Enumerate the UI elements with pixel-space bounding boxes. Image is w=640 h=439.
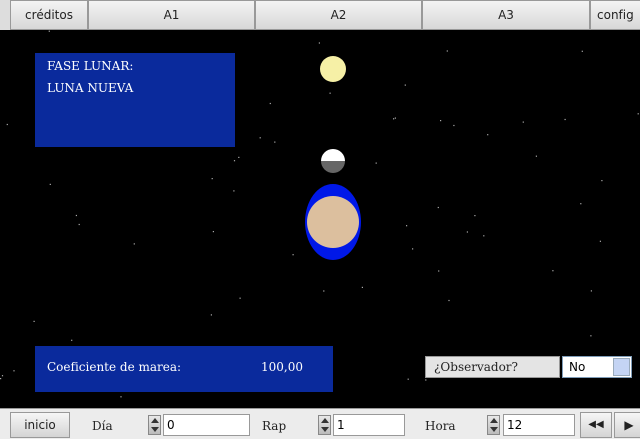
tab-edge: [0, 0, 10, 30]
moon-dark: [321, 161, 345, 173]
phase-panel: FASE LUNAR: LUNA NUEVA: [35, 53, 235, 147]
star: [591, 290, 592, 291]
spinner[interactable]: [487, 415, 500, 435]
star: [376, 163, 377, 164]
star: [49, 31, 50, 32]
tab[interactable]: A3: [422, 0, 590, 30]
tide-value: 100,00: [261, 360, 303, 374]
star: [260, 137, 261, 138]
phase-value: LUNA NUEVA: [47, 81, 133, 95]
star: [425, 379, 426, 380]
star: [405, 85, 406, 86]
star: [483, 235, 484, 236]
star: [274, 142, 275, 143]
observer-value: No: [569, 360, 585, 374]
star: [120, 396, 121, 397]
star: [13, 370, 14, 371]
tab[interactable]: créditos: [10, 0, 88, 30]
star: [590, 335, 591, 336]
star: [362, 287, 363, 288]
star: [7, 124, 8, 125]
star: [134, 243, 135, 244]
play-button[interactable]: ▶: [614, 412, 640, 438]
field-label: Día: [92, 419, 113, 433]
earth: [307, 196, 359, 248]
star: [238, 157, 239, 158]
star: [319, 42, 320, 43]
star: [212, 178, 213, 179]
star: [447, 50, 448, 51]
star: [395, 118, 396, 119]
star: [240, 298, 241, 299]
dropdown-arrow[interactable]: [613, 358, 630, 376]
star: [408, 379, 409, 380]
star: [565, 119, 566, 120]
moon-lit: [321, 149, 345, 161]
star: [0, 378, 1, 379]
phase-label: FASE LUNAR:: [47, 59, 133, 73]
star: [79, 224, 80, 225]
star: [448, 300, 449, 301]
star: [600, 241, 601, 242]
field-label: Rap: [262, 419, 286, 433]
star: [467, 231, 468, 232]
star: [474, 215, 475, 216]
star: [330, 93, 331, 94]
star: [270, 103, 271, 104]
star: [406, 225, 407, 226]
star: [211, 314, 212, 315]
star: [438, 207, 439, 208]
star: [233, 190, 234, 191]
star: [487, 134, 488, 135]
rewind-button[interactable]: ◀◀: [580, 412, 612, 438]
observer-select[interactable]: No: [562, 356, 632, 378]
spinner[interactable]: [148, 415, 161, 435]
star: [293, 254, 294, 255]
star: [213, 231, 214, 232]
star: [601, 180, 602, 181]
spinner[interactable]: [318, 415, 331, 435]
sun: [320, 56, 346, 82]
star: [536, 156, 537, 157]
star: [34, 321, 35, 322]
star: [323, 290, 324, 291]
field-label: Hora: [425, 419, 456, 433]
start-button[interactable]: inicio: [10, 412, 70, 438]
star: [76, 215, 77, 216]
star: [582, 51, 583, 52]
star: [440, 120, 441, 121]
tab[interactable]: A2: [255, 0, 422, 30]
star: [412, 248, 413, 249]
tab[interactable]: config: [590, 0, 640, 30]
star: [523, 122, 524, 123]
observer-label: ¿Observador?: [425, 356, 560, 378]
tab[interactable]: A1: [88, 0, 255, 30]
star: [2, 375, 3, 376]
field-input[interactable]: 0: [163, 414, 250, 436]
star: [638, 113, 639, 114]
star: [438, 270, 439, 271]
star: [552, 270, 553, 271]
control-bar: inicio Día 0 Rap 1 Hora 12 ◀◀ ▶: [0, 408, 640, 439]
star: [453, 125, 454, 126]
star: [50, 184, 51, 185]
star: [71, 340, 72, 341]
app: créditos A1 A2 A3 config FASE LUNAR: LUN…: [0, 0, 640, 439]
tide-label: Coeficiente de marea:: [47, 360, 181, 374]
tide-panel: Coeficiente de marea: 100,00: [35, 346, 333, 392]
star: [393, 118, 394, 119]
field-input[interactable]: 1: [333, 414, 405, 436]
star: [580, 203, 581, 204]
star: [234, 160, 235, 161]
field-input[interactable]: 12: [503, 414, 575, 436]
